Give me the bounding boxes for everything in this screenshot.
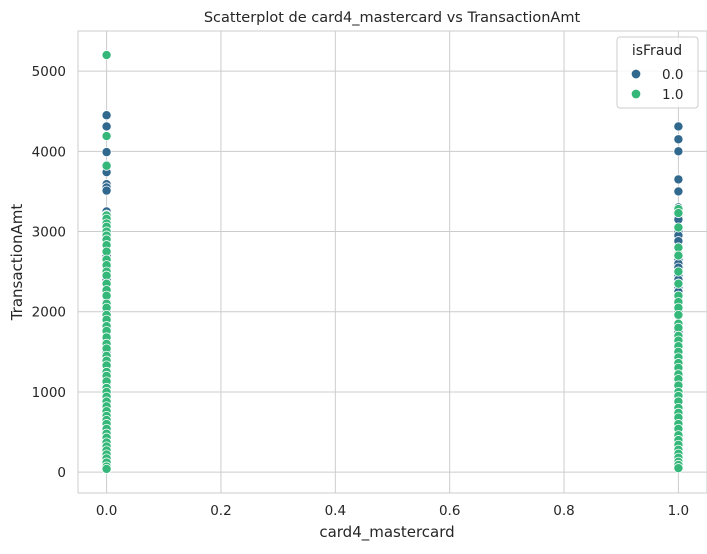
data-point-series-0 (673, 146, 684, 157)
x-axis-label: card4_mastercard (319, 523, 454, 542)
data-point-series-0 (673, 134, 684, 145)
data-point-series-1 (673, 309, 684, 320)
y-tick-label: 5000 (32, 64, 66, 80)
y-tick-label: 3000 (32, 225, 66, 241)
legend-marker-1 (630, 88, 642, 100)
data-point-series-1 (673, 266, 684, 277)
data-point-series-1 (101, 131, 112, 142)
data-point-series-1 (673, 250, 684, 261)
data-point-series-1 (101, 463, 112, 474)
data-point-series-0 (101, 121, 112, 132)
y-tick-label: 4000 (32, 144, 66, 160)
data-point-series-0 (101, 110, 112, 121)
x-tick-label: 0.0 (96, 503, 117, 519)
data-point-series-0 (101, 185, 112, 196)
data-point-series-0 (101, 147, 112, 158)
x-tick-label: 0.4 (325, 503, 346, 519)
plot-area (77, 30, 707, 494)
data-points (101, 50, 684, 474)
legend-title: isFraud (632, 43, 682, 59)
data-point-series-1 (673, 463, 684, 474)
chart-title: Scatterplot de card4_mastercard vs Trans… (204, 10, 581, 26)
y-tick-label: 2000 (32, 305, 66, 321)
legend-label-0: 0.0 (662, 67, 683, 83)
y-tick-label: 1000 (32, 385, 66, 401)
data-point-series-0 (673, 174, 684, 185)
data-point-series-1 (101, 160, 112, 171)
x-tick-label: 0.6 (439, 503, 460, 519)
data-point-series-0 (673, 121, 684, 132)
y-tick-label: 0 (57, 465, 66, 481)
data-point-series-1 (101, 50, 112, 61)
data-point-series-0 (673, 186, 684, 197)
data-point-series-1 (673, 222, 684, 233)
x-tick-label: 0.8 (553, 503, 574, 519)
x-tick-label: 0.2 (210, 503, 231, 519)
legend-label-1: 1.0 (662, 87, 683, 103)
data-point-series-1 (673, 278, 684, 289)
x-tick-label: 1.0 (668, 503, 689, 519)
x-tick-labels: 0.0 0.2 0.4 0.6 0.8 1.0 (96, 503, 689, 519)
legend: isFraud 0.0 1.0 (616, 36, 699, 109)
y-axis-label: TransactionAmt (8, 204, 26, 322)
y-tick-labels: 0 1000 2000 3000 4000 5000 (32, 64, 66, 481)
legend-marker-0 (630, 68, 642, 80)
data-point-series-1 (673, 208, 684, 219)
